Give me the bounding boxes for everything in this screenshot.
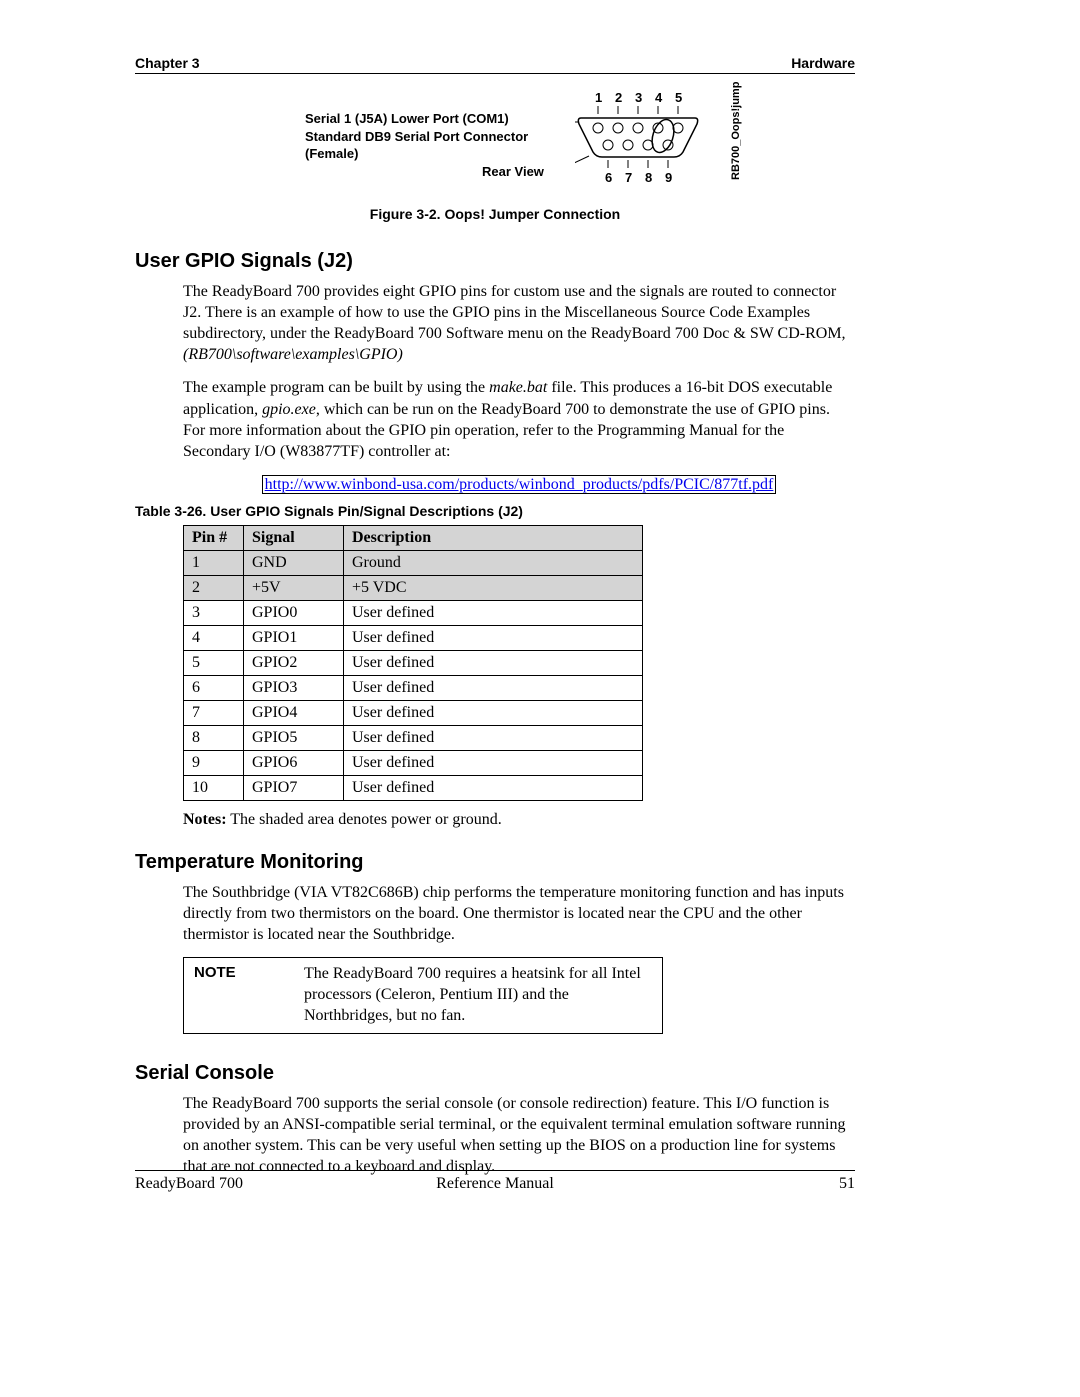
table-cell: +5 VDC — [344, 575, 643, 600]
table-row: 8GPIO5User defined — [184, 725, 643, 750]
table-cell: User defined — [344, 625, 643, 650]
rear-view-label: Rear View — [482, 164, 544, 179]
table-cell: 1 — [184, 550, 244, 575]
table-cell: 5 — [184, 650, 244, 675]
table-cell: GPIO4 — [244, 700, 344, 725]
note-box: NOTE The ReadyBoard 700 requires a heats… — [183, 957, 663, 1033]
table-row: 3GPIO0User defined — [184, 600, 643, 625]
table-cell: GPIO7 — [244, 775, 344, 800]
table-cell: +5V — [244, 575, 344, 600]
table-cell: User defined — [344, 650, 643, 675]
table-row: 4GPIO1User defined — [184, 625, 643, 650]
table-cell: User defined — [344, 775, 643, 800]
gpio-p2: The example program can be built by usin… — [183, 377, 855, 461]
table-cell: 8 — [184, 725, 244, 750]
table-cell: GND — [244, 550, 344, 575]
gpio-body: The ReadyBoard 700 provides eight GPIO p… — [183, 281, 855, 495]
fig-label-line2: Standard DB9 Serial Port Connector — [305, 128, 528, 146]
header-left: Chapter 3 — [135, 55, 200, 71]
table-row: 1GNDGround — [184, 550, 643, 575]
table-cell: 2 — [184, 575, 244, 600]
pin-num-2: 2 — [615, 90, 622, 105]
table-row: 6GPIO3User defined — [184, 675, 643, 700]
col-desc: Description — [344, 525, 643, 550]
page-header: Chapter 3 Hardware — [135, 55, 855, 74]
note-body: The ReadyBoard 700 requires a heatsink f… — [304, 964, 652, 1026]
table-cell: 3 — [184, 600, 244, 625]
serial-body: The ReadyBoard 700 supports the serial c… — [183, 1093, 855, 1177]
table-cell: GPIO0 — [244, 600, 344, 625]
table-cell: 6 — [184, 675, 244, 700]
footer-center: Reference Manual — [135, 1175, 855, 1193]
col-signal: Signal — [244, 525, 344, 550]
pin-num-1: 1 — [595, 90, 602, 105]
connector-label: Serial 1 (J5A) Lower Port (COM1) Standar… — [305, 110, 528, 163]
table-row: 5GPIO2User defined — [184, 650, 643, 675]
pin-num-6: 6 — [605, 170, 612, 185]
col-pin: Pin # — [184, 525, 244, 550]
db9-connector-icon: 1 2 3 4 5 — [575, 90, 725, 190]
table-cell: 7 — [184, 700, 244, 725]
table-cell: Ground — [344, 550, 643, 575]
pin-num-3: 3 — [635, 90, 642, 105]
temp-body: The Southbridge (VIA VT82C686B) chip per… — [183, 882, 855, 945]
table-cell: GPIO2 — [244, 650, 344, 675]
table-row: 7GPIO4User defined — [184, 700, 643, 725]
table-cell: GPIO5 — [244, 725, 344, 750]
pin-num-7: 7 — [625, 170, 632, 185]
table-cell: 9 — [184, 750, 244, 775]
table-cell: User defined — [344, 700, 643, 725]
table-cell: GPIO3 — [244, 675, 344, 700]
table-notes: Notes: The shaded area denotes power or … — [183, 811, 855, 829]
table-cell: User defined — [344, 750, 643, 775]
table-row: 9GPIO6User defined — [184, 750, 643, 775]
temp-p1: The Southbridge (VIA VT82C686B) chip per… — [183, 882, 855, 945]
gpio-pin-table: Pin # Signal Description 1GNDGround2+5V+… — [183, 525, 643, 801]
table-cell: 10 — [184, 775, 244, 800]
serial-p1: The ReadyBoard 700 supports the serial c… — [183, 1093, 855, 1177]
header-right: Hardware — [791, 55, 855, 71]
table-cell: User defined — [344, 675, 643, 700]
table-cell: 4 — [184, 625, 244, 650]
pin-num-8: 8 — [645, 170, 652, 185]
table-cell: GPIO6 — [244, 750, 344, 775]
table-cell: User defined — [344, 725, 643, 750]
section-gpio-title: User GPIO Signals (J2) — [135, 250, 855, 273]
fig-label-line1: Serial 1 (J5A) Lower Port (COM1) — [305, 110, 528, 128]
pin-num-9: 9 — [665, 170, 672, 185]
table-row: 10GPIO7User defined — [184, 775, 643, 800]
gpio-p1: The ReadyBoard 700 provides eight GPIO p… — [183, 281, 855, 365]
pin-num-4: 4 — [655, 90, 663, 105]
table-cell: GPIO1 — [244, 625, 344, 650]
section-temp-title: Temperature Monitoring — [135, 851, 855, 874]
table-header-row: Pin # Signal Description — [184, 525, 643, 550]
page-footer: ReadyBoard 700 Reference Manual 51 — [135, 1170, 855, 1193]
table-caption: Table 3-26. User GPIO Signals Pin/Signal… — [135, 503, 855, 519]
fig-label-line3: (Female) — [305, 145, 528, 163]
section-serial-title: Serial Console — [135, 1062, 855, 1085]
table-cell: User defined — [344, 600, 643, 625]
winbond-link-wrap: http://www.winbond-usa.com/products/winb… — [183, 474, 855, 495]
winbond-link[interactable]: http://www.winbond-usa.com/products/winb… — [262, 475, 777, 494]
note-tag: NOTE — [194, 964, 304, 1026]
figure-caption: Figure 3-2. Oops! Jumper Connection — [135, 206, 855, 222]
figure-3-2: Serial 1 (J5A) Lower Port (COM1) Standar… — [135, 90, 855, 200]
figure-side-label: RB700_Oops!jump — [730, 82, 742, 180]
table-row: 2+5V+5 VDC — [184, 575, 643, 600]
pin-num-5: 5 — [675, 90, 682, 105]
